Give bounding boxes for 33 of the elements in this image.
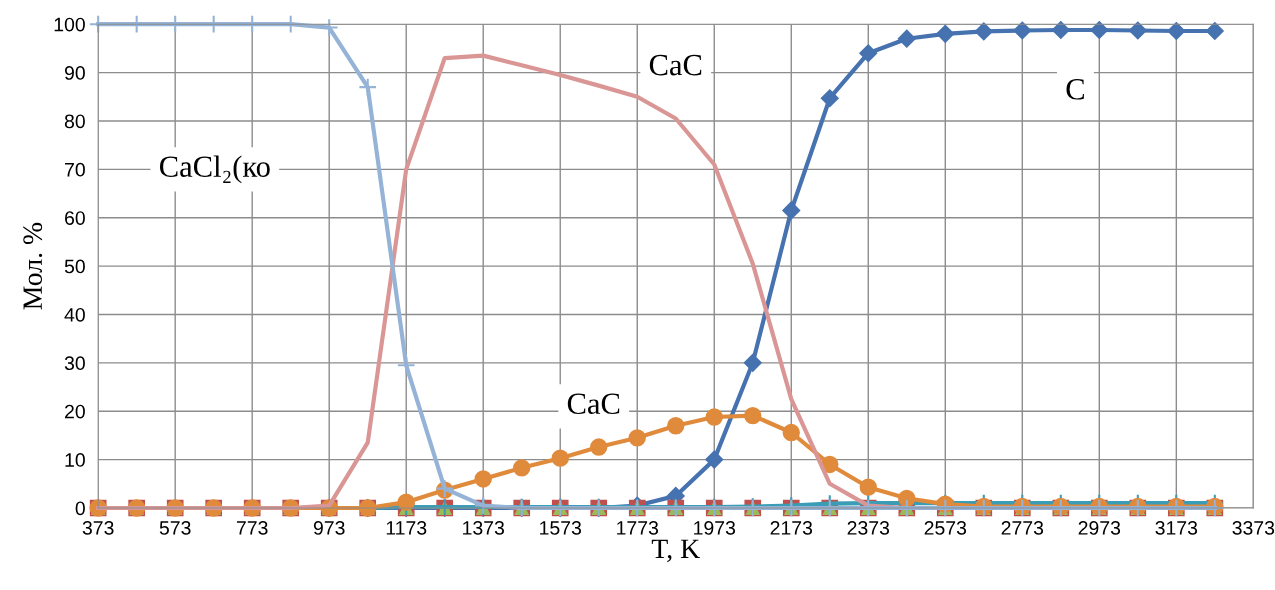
annotation: CaC [567,393,620,415]
y-tick-label: 50 [64,259,85,274]
x-tick-label: 2573 [924,521,967,535]
x-axis-title: T, K [651,539,700,563]
y-tick-label: 10 [65,453,85,467]
y-tick-label: 100 [54,17,85,32]
annotation: C [1066,79,1084,100]
y-axis-title: Мол. % [23,222,43,310]
x-tick-label: 2373 [847,521,890,535]
y-tick-label: 40 [64,307,85,322]
y-tick-label: 0 [75,501,85,516]
x-tick-label: 2773 [1001,521,1044,535]
x-tick-label: 3173 [1155,521,1198,535]
x-tick-label: 573 [159,521,191,535]
y-tick-label: 80 [64,114,85,129]
y-tick-label: 90 [64,66,85,80]
annotation: CaCl₂(ко [160,155,270,184]
x-tick-label: 1773 [617,521,659,535]
x-tick-label: 1973 [694,521,736,535]
y-tick-label: 70 [65,162,85,177]
x-tick-label: 973 [313,521,345,535]
x-tick-label: 773 [236,521,268,535]
x-tick-label: 2973 [1078,521,1121,535]
x-tick-label: 2173 [770,521,813,535]
x-tick-label: 1573 [540,521,582,535]
x-tick-label: 373 [82,521,114,535]
y-tick-label: 20 [65,404,85,419]
annotation: CaC [649,54,702,76]
y-tick-label: 30 [64,356,85,371]
x-tick-label: 1373 [463,521,504,535]
y-tick-label: 60 [65,211,85,225]
x-tick-label: 1173 [386,521,427,535]
x-tick-label: 3373 [1232,521,1275,535]
